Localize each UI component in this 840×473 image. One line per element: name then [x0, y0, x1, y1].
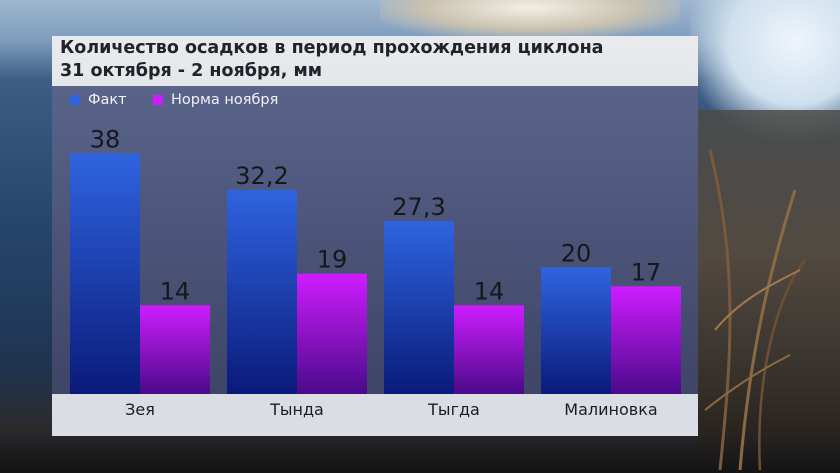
bar-fact-3: [384, 221, 454, 394]
legend-swatch-norm: [153, 95, 163, 105]
shore-foreground: [0, 433, 840, 473]
x-axis-band: [52, 394, 698, 436]
dry-grass-decoration: [704, 149, 806, 470]
bar-norm-1: [140, 305, 210, 394]
category-label-3: Тыгда: [427, 400, 480, 419]
bar-norm-2: [297, 273, 367, 394]
value-label-norm-2: 19: [317, 246, 348, 274]
value-label-norm-4: 17: [631, 258, 662, 286]
category-label-4: Малиновка: [564, 400, 657, 419]
ice-chunk: [380, 0, 680, 38]
bar-fact-4: [541, 267, 611, 394]
legend-label-fact: Факт: [88, 92, 127, 108]
legend-label-norm: Норма ноября: [171, 92, 279, 108]
value-label-norm-1: 14: [160, 277, 191, 305]
value-label-norm-3: 14: [474, 277, 505, 305]
chart-title-line-1: Количество осадков в период прохождения …: [60, 38, 604, 58]
bar-norm-3: [454, 305, 524, 394]
bar-fact-2: [227, 190, 297, 394]
bar-fact-1: [70, 153, 140, 394]
legend-item-norm: Норма ноября: [153, 92, 278, 108]
value-label-fact-2: 32,2: [235, 162, 288, 190]
category-label-2: Тында: [269, 400, 324, 419]
value-label-fact-4: 20: [561, 239, 592, 267]
bar-norm-4: [611, 286, 681, 394]
legend-item-fact: Факт: [70, 92, 127, 108]
value-label-fact-1: 38: [90, 125, 121, 153]
category-label-1: Зея: [125, 400, 155, 419]
chart-title-box: Количество осадков в период прохождения …: [52, 36, 698, 86]
legend-swatch-fact: [70, 95, 80, 105]
value-label-fact-3: 27,3: [392, 193, 445, 221]
chart-title-line-2: 31 октября - 2 ноября, мм: [60, 61, 323, 81]
